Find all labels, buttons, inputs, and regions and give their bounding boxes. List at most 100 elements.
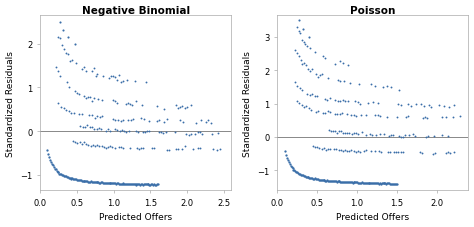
Point <box>322 179 330 183</box>
Point <box>134 131 142 134</box>
Point <box>79 126 87 129</box>
Point <box>350 114 358 117</box>
Point <box>81 179 88 183</box>
Point <box>324 147 332 151</box>
Point <box>96 181 103 185</box>
Point <box>109 181 116 185</box>
Point <box>172 147 180 151</box>
Point <box>331 113 339 117</box>
Point <box>316 74 324 78</box>
Point <box>368 134 376 137</box>
Point <box>389 182 397 186</box>
Point <box>210 147 217 151</box>
Point <box>298 173 306 177</box>
Point <box>446 151 454 155</box>
Point <box>312 73 320 76</box>
Point <box>78 68 86 72</box>
Point <box>392 151 400 154</box>
Point <box>391 182 399 186</box>
Point <box>302 64 310 67</box>
Point <box>322 149 329 153</box>
Point <box>99 98 106 102</box>
Point <box>316 178 324 182</box>
Point <box>117 183 125 186</box>
Point <box>313 146 321 149</box>
Point <box>92 181 100 184</box>
Point <box>82 180 90 183</box>
Point <box>348 132 356 136</box>
Point <box>405 115 412 118</box>
Title: Negative Binomial: Negative Binomial <box>82 5 190 15</box>
X-axis label: Predicted Offers: Predicted Offers <box>336 212 410 222</box>
Point <box>196 147 204 151</box>
Point <box>208 132 215 136</box>
Point <box>113 102 121 106</box>
Point <box>75 178 82 182</box>
Point <box>146 183 154 187</box>
Point <box>86 114 93 118</box>
Point <box>337 180 345 184</box>
Point <box>335 179 342 183</box>
Point <box>444 150 451 154</box>
Point <box>342 131 349 135</box>
Point <box>161 121 168 124</box>
Point <box>367 149 374 153</box>
Point <box>303 175 310 179</box>
Point <box>428 106 435 109</box>
Point <box>119 80 127 84</box>
Point <box>442 116 450 119</box>
Point <box>440 105 447 108</box>
Point <box>52 168 60 172</box>
Point <box>335 148 342 152</box>
Point <box>146 183 153 187</box>
Point <box>306 176 313 180</box>
Point <box>179 147 186 151</box>
Point <box>74 178 82 182</box>
Point <box>101 181 109 185</box>
Point <box>151 183 159 187</box>
Point <box>339 131 347 135</box>
Point <box>94 73 101 77</box>
Point <box>140 183 147 186</box>
Point <box>368 182 376 185</box>
Point <box>302 175 310 179</box>
Point <box>393 116 401 119</box>
Point <box>325 129 333 133</box>
Point <box>327 111 334 115</box>
Point <box>363 181 371 185</box>
Point <box>90 67 97 71</box>
Point <box>319 55 327 58</box>
Point <box>356 181 363 185</box>
Point <box>111 147 118 150</box>
Point <box>362 114 370 118</box>
Point <box>352 181 359 184</box>
Point <box>339 149 346 153</box>
Point <box>120 182 128 186</box>
Point <box>86 96 94 99</box>
Point <box>118 182 126 185</box>
Point <box>339 99 346 102</box>
Point <box>98 145 105 148</box>
Point <box>191 132 199 136</box>
Point <box>85 144 92 148</box>
Point <box>386 182 394 186</box>
Point <box>72 178 79 181</box>
Point <box>319 73 326 77</box>
Point <box>384 151 392 154</box>
Point <box>314 76 322 79</box>
Point <box>160 107 167 111</box>
Point <box>297 32 304 36</box>
Point <box>117 81 125 85</box>
Point <box>205 119 212 123</box>
Point <box>373 182 381 185</box>
Point <box>75 113 83 116</box>
Point <box>126 103 134 107</box>
Point <box>283 156 291 160</box>
Point <box>63 175 71 179</box>
Point <box>358 181 366 185</box>
Point <box>102 146 109 150</box>
Point <box>341 100 349 104</box>
Point <box>123 130 130 134</box>
Point <box>389 134 396 137</box>
Point <box>60 107 67 110</box>
